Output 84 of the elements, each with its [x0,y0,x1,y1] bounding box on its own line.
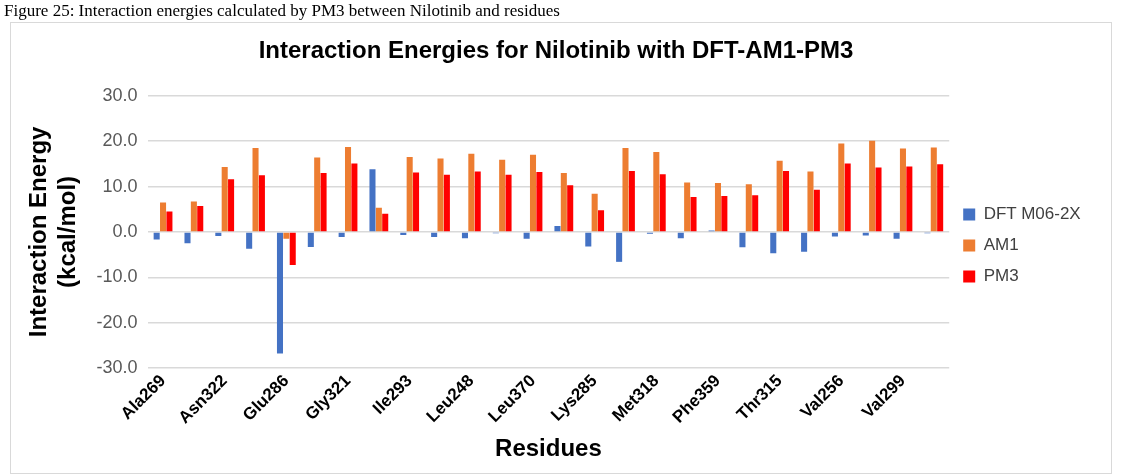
chart-title: Interaction Energies for Nilotinib with DFT-AM1-PM3 [258,36,854,64]
bar [215,232,222,236]
bar [523,232,530,239]
y-tick-label: -10.0 [96,266,138,287]
y-tick-label: 0.0 [112,220,138,241]
bar [893,232,900,239]
bar [413,172,420,232]
bar [276,232,284,354]
bar [721,196,728,232]
bar [739,232,746,248]
bar [197,206,204,232]
bar [684,182,691,232]
bar [314,157,321,232]
bar [468,153,475,232]
bar [437,158,444,232]
legend-label: DFT M06-2X [983,204,1081,224]
bar [659,174,666,232]
bar [690,196,697,232]
y-tick-label: -30.0 [96,356,138,377]
bar [307,232,314,247]
bar [906,166,913,232]
bar [899,148,906,232]
bar [160,202,167,232]
bar [591,193,598,232]
bar [554,226,561,232]
bar [714,182,722,232]
bar [258,175,265,232]
bar [499,159,506,232]
x-axis-title: Residues [495,434,602,462]
bar [838,143,845,232]
bar [752,195,759,232]
bar [875,167,882,232]
bar [616,232,623,262]
bar [320,172,327,232]
bar [369,169,376,232]
bar [406,157,413,232]
bar [338,232,345,237]
bar [844,163,851,232]
bar [937,164,944,232]
bar [776,160,783,232]
bar [166,211,173,232]
bar [228,179,235,232]
bar [560,172,567,232]
bar [505,174,512,232]
legend-label: PM3 [983,266,1019,286]
y-tick-label: -20.0 [96,311,138,332]
bar [221,167,228,232]
bar [443,174,450,232]
bar [283,232,290,239]
bar [529,154,537,232]
y-tick-label: 10.0 [102,175,138,196]
y-tick-label: 30.0 [102,84,138,105]
bar [622,147,629,232]
bar [598,210,605,232]
bar [246,232,253,249]
y-axis-title: Interaction Energy (kcal/mol) [24,125,80,338]
legend-label: AM1 [983,235,1019,255]
bar [289,232,296,266]
caption: Figure 25: Interaction energies calculated by PM3 between Nilotinib and residues [4,1,560,20]
bar [628,171,635,232]
bar [184,232,191,244]
bar [585,232,592,247]
bar [653,152,660,232]
bar [813,189,820,232]
bar [862,232,869,236]
bar [930,147,937,232]
bar [431,232,438,237]
bar [190,201,197,232]
bar [801,232,808,252]
bar [382,213,389,232]
bar [474,171,481,232]
bar [745,184,752,232]
bar [375,207,382,232]
bar [770,232,777,254]
bar [345,147,352,232]
bar [536,172,543,232]
bar [252,147,259,232]
bar [567,185,574,232]
bar [153,232,160,240]
y-tick-label: 20.0 [102,130,138,151]
bar [869,140,876,232]
bar [351,163,358,232]
bar [807,171,814,232]
bar [782,171,790,232]
